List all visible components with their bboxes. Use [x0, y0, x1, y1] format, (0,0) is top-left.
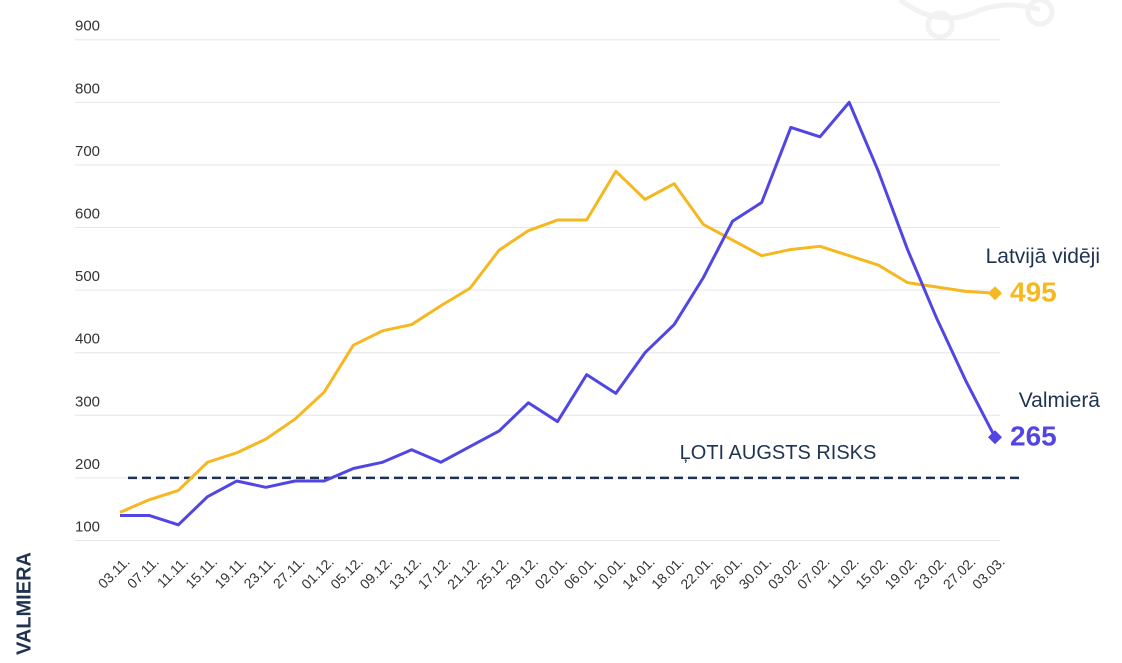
y-tick-label: 200 [75, 456, 100, 473]
brand: VALMIERA [13, 552, 35, 655]
x-tick-label: 10.01. [590, 553, 629, 592]
y-tick-label: 300 [75, 393, 100, 410]
x-tick-label: 07.02. [794, 553, 833, 592]
x-tick-label: 07.11. [124, 553, 162, 591]
watermark [900, 0, 1052, 37]
x-tick-label: 15.11. [182, 553, 220, 591]
x-tick-label: 13.12. [386, 553, 425, 592]
y-tick-label: 700 [75, 143, 100, 160]
y-tick-label: 500 [75, 268, 100, 285]
y-tick-label: 600 [75, 206, 100, 223]
x-tick-label: 11.11. [154, 553, 191, 590]
x-tick-label: 09.12. [356, 553, 395, 592]
chart: VALMIERA 100 200 300 400 500 600 700 800 900 03.1… [0, 0, 1122, 658]
end-marker [988, 430, 1002, 444]
x-tick-label: 18.01. [648, 553, 687, 592]
x-tick-label: 26.01. [706, 553, 745, 592]
x-tick-label: 29.12. [502, 553, 541, 592]
threshold-label: ĻOTI AUGSTS RISKS [680, 442, 877, 464]
series-name-label: Valmierā [1019, 389, 1101, 412]
x-tick-label: 23.02. [911, 553, 950, 592]
x-tick-label: 03.03. [969, 553, 1008, 592]
x-tick-label: 22.01. [677, 553, 716, 592]
end-value-label: 495 [1010, 277, 1057, 308]
x-tick-label: 03.11. [95, 553, 133, 591]
x-tick-label: 30.01. [736, 553, 775, 592]
x-tick-label: 06.01. [561, 553, 600, 592]
x-tick-label: 01.12. [298, 553, 337, 592]
x-tick-label: 02.01. [531, 553, 570, 592]
x-tick-label: 03.02. [765, 553, 804, 592]
x-tick-label: 19.02. [881, 553, 920, 592]
y-tick-label: 800 [75, 80, 100, 97]
y-tick-label: 400 [75, 331, 100, 348]
end-value-label: 265 [1010, 421, 1057, 452]
x-tick-label: 27.02. [940, 553, 979, 592]
x-tick-label: 14.01. [619, 553, 658, 592]
x-tick-label: 19.11. [211, 553, 249, 591]
series-name-label: Latvijā vidēji [986, 245, 1100, 268]
x-tick-label: 17.12. [415, 553, 454, 592]
x-tick-label: 15.02. [852, 553, 891, 592]
x-tick-label: 05.12. [327, 553, 366, 592]
x-tick-label: 23.11. [240, 553, 278, 591]
y-tick-label: 100 [75, 518, 100, 535]
y-tick-label: 900 [75, 18, 100, 35]
x-tick-label: 25.12. [473, 553, 512, 592]
x-tick-label: 21.12. [444, 553, 483, 592]
end-marker [988, 286, 1002, 300]
